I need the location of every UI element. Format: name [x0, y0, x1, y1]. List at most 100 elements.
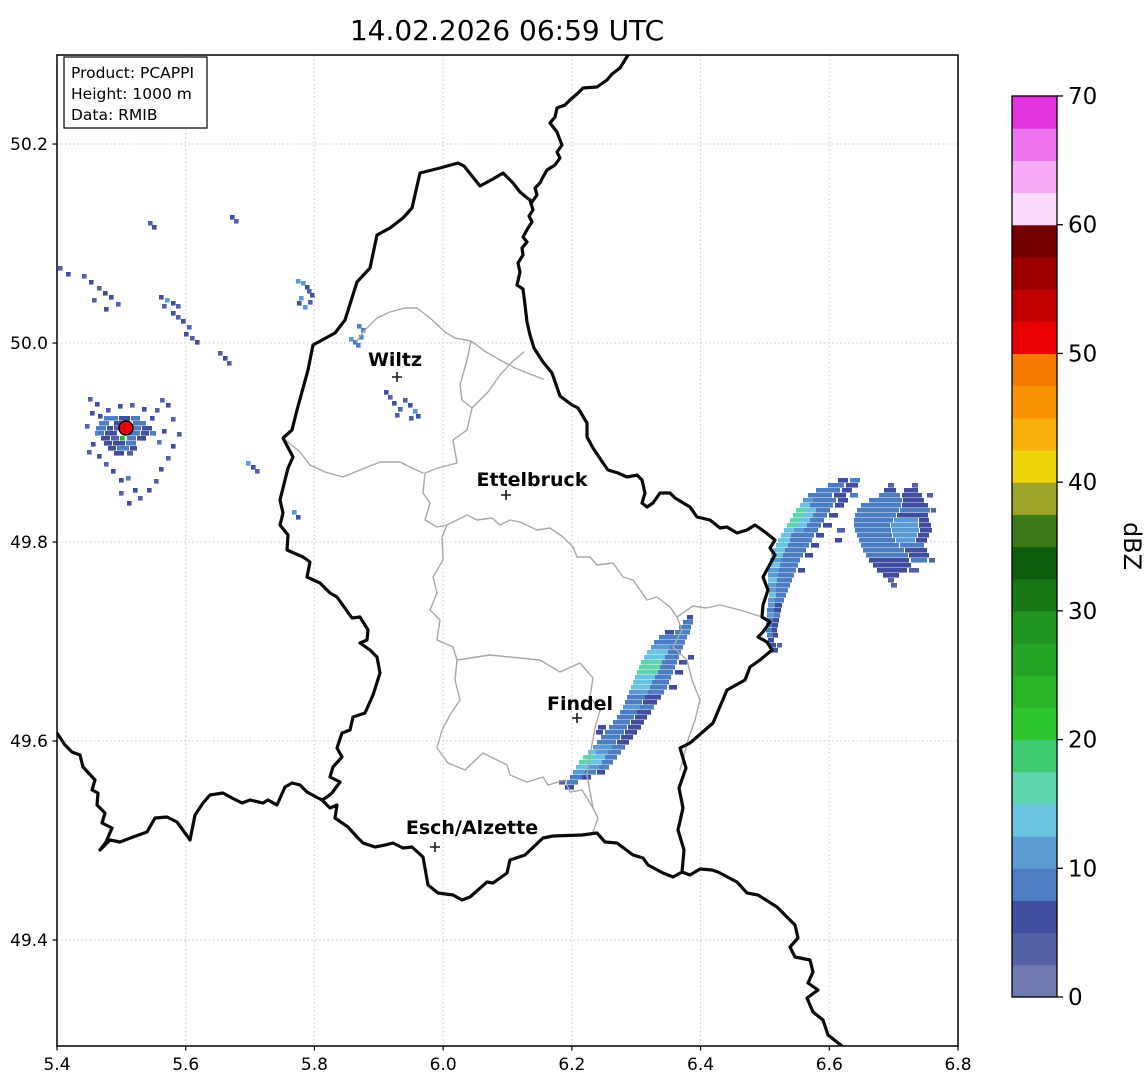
echo-strip — [835, 538, 842, 543]
echo-cell — [223, 356, 228, 361]
echo-strip — [780, 563, 798, 568]
echo-cell — [181, 319, 186, 324]
echo-strip — [810, 503, 833, 508]
echo-strip — [643, 700, 657, 705]
echo-cell — [154, 479, 159, 484]
echo-strip — [891, 523, 918, 528]
colorbar-segment — [1012, 160, 1057, 194]
echo-strip — [141, 431, 149, 436]
echo-strip — [601, 735, 620, 740]
colorbar-segment — [1012, 449, 1057, 483]
echo-strip — [834, 493, 846, 498]
echo-strip — [101, 436, 110, 441]
info-box: Product: PCAPPI Height: 1000 m Data: RMI… — [63, 56, 208, 129]
colorbar-segment — [1012, 546, 1057, 580]
echo-strip — [837, 528, 845, 533]
echo-cell — [361, 328, 366, 333]
echo-strip — [781, 533, 791, 538]
echo-strip — [857, 508, 899, 513]
district-border-path — [355, 307, 544, 380]
echo-strip — [617, 740, 629, 745]
y-tick-label: 50.2 — [10, 135, 48, 155]
colorbar-tick-label: 50 — [1068, 341, 1097, 367]
echo-strip — [859, 538, 895, 543]
figure-title: 14.02.2026 06:59 UTC — [350, 14, 664, 47]
echo-cell — [218, 351, 223, 356]
echo-strip — [688, 655, 694, 660]
echo-strip — [842, 488, 852, 493]
echo-strip — [631, 720, 644, 725]
colorbar-segment — [1012, 482, 1057, 515]
echo-strip — [869, 558, 909, 563]
info-line-height: Height: 1000 m — [71, 85, 192, 103]
echo-strip — [633, 680, 652, 685]
echo-strip — [640, 705, 654, 710]
echo-strip — [567, 780, 578, 785]
echo-strip — [813, 498, 836, 503]
district-border-path — [471, 351, 525, 409]
echo-strip — [807, 523, 821, 528]
district-border-path — [429, 524, 599, 833]
echo-strip — [652, 680, 669, 685]
colorbar-segment — [1012, 578, 1057, 612]
city-marker-icon — [392, 372, 402, 382]
echo-strip — [805, 553, 813, 558]
echo-cell — [152, 225, 157, 230]
echo-strip — [655, 675, 671, 680]
echo-strip — [866, 553, 908, 558]
echo-cell — [184, 332, 189, 337]
echo-cell — [246, 461, 251, 466]
national-border-path — [278, 161, 777, 902]
echo-strip — [645, 695, 661, 700]
echo-cell — [171, 417, 176, 422]
echo-strip — [772, 623, 778, 628]
echo-strip — [631, 685, 650, 690]
echo-cell — [171, 301, 176, 306]
echo-strip — [869, 498, 902, 503]
echo-cell — [187, 325, 192, 330]
echo-strip — [803, 513, 813, 518]
echo-strip — [888, 483, 894, 488]
echo-strip — [131, 426, 141, 431]
colorbar-segment — [1012, 900, 1057, 934]
echo-strip — [774, 613, 780, 618]
echo-strip — [838, 478, 848, 483]
echo-strip — [916, 538, 927, 543]
echo-strip — [104, 416, 118, 421]
echo-strip — [665, 655, 679, 660]
echo-strip — [107, 426, 113, 431]
echo-cell — [297, 301, 302, 306]
echo-strip — [931, 508, 936, 513]
echo-strip — [585, 770, 596, 775]
echo-strip — [796, 508, 806, 513]
echo-strip — [637, 710, 651, 715]
echo-strip — [811, 543, 819, 548]
echo-strip — [605, 730, 624, 735]
echo-strip — [772, 628, 777, 633]
radar-site-marker — [118, 420, 134, 436]
x-tick-label: 6.0 — [430, 1055, 457, 1075]
echo-cell — [166, 403, 171, 408]
echo-strip — [894, 518, 918, 523]
echo-strip — [644, 655, 665, 660]
echo-strip — [775, 598, 784, 603]
echo-cell — [384, 390, 389, 395]
echo-strip — [777, 643, 782, 648]
echo-strip — [662, 660, 677, 665]
echo-strip — [625, 700, 642, 705]
echo-strip — [776, 583, 790, 588]
echo-strip — [788, 543, 809, 548]
x-axis: 5.4 5.6 5.8 6.0 6.2 6.4 6.6 6.8 — [43, 1046, 972, 1075]
echo-strip — [130, 446, 137, 451]
y-tick-label: 49.8 — [10, 533, 48, 553]
echo-cell — [296, 515, 301, 520]
echo-cell — [118, 404, 123, 409]
echo-cell — [392, 401, 397, 406]
echo-cell — [138, 496, 143, 501]
echo-cell — [159, 467, 164, 472]
echo-cell — [160, 398, 165, 403]
echo-cell — [171, 444, 176, 449]
echo-cell — [159, 295, 164, 300]
colorbar-segment — [1012, 675, 1057, 708]
echo-strip — [683, 620, 693, 625]
